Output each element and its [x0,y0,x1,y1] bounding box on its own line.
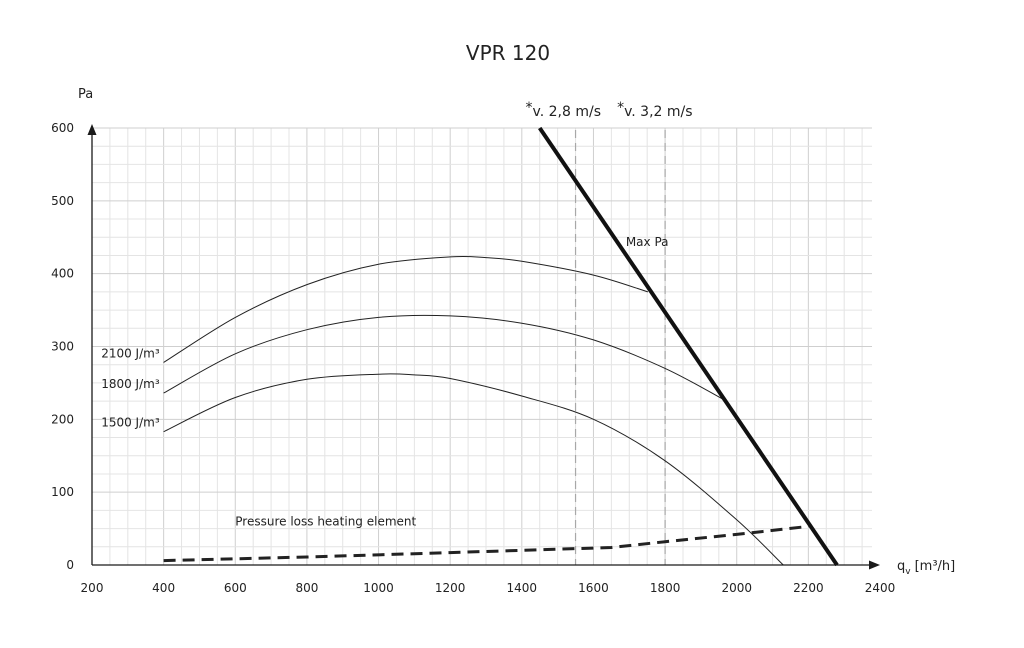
fan-curve-1500 [163,373,784,566]
reference-lines [574,130,666,565]
fan-curve-2100 [163,255,649,363]
x-tick-label: 200 [81,581,104,595]
y-tick-label: 400 [51,267,74,281]
y-axis-arrow [87,124,97,135]
y-tick-label: 100 [51,485,74,499]
velocity-text: v. 3,2 m/s [624,104,692,120]
x-tick-labels: 200 400 600 800 1000 1200 1400 1600 1800 2000 2200… [81,581,896,595]
x-axis-label-main: q [897,559,905,574]
x-axis-arrow [869,560,880,570]
series-label: 1800 J/m³ [101,377,160,391]
y-tick-label: 0 [66,558,74,572]
y-tick-label: 600 [51,121,74,135]
series-group [163,126,839,567]
x-tick-label: 1600 [578,581,609,595]
x-tick-label: 2400 [865,581,896,595]
x-tick-label: 1400 [507,581,538,595]
x-tick-label: 600 [224,581,247,595]
y-axis-label: Pa [78,87,93,102]
x-axis-label-sub: v [905,567,911,577]
fan-curve-1800 [163,314,723,400]
series-label: 1500 J/m³ [101,416,160,430]
max-pa-line [538,126,839,567]
x-tick-label: 1000 [363,581,394,595]
x-axis-label: qv [m³/h] [897,559,955,577]
y-tick-label: 300 [51,340,74,354]
velocity-asterisk: * [617,100,624,116]
grid [92,127,872,565]
y-tick-label: 500 [51,194,74,208]
y-tick-labels: 0 100 200 300 400 500 600 [51,121,74,572]
y-tick-label: 200 [51,412,74,426]
x-axis-label-unit: [m³/h] [915,559,956,574]
chart-title: VPR 120 [466,41,550,65]
series-label: 2100 J/m³ [101,347,160,361]
velocity-text: v. 2,8 m/s [533,104,601,120]
pressure-loss-heating-line [163,524,809,563]
x-tick-label: 1200 [435,581,466,595]
x-tick-label: 2200 [793,581,824,595]
velocity-label: *v. 3,2 m/s [617,100,692,120]
velocity-label: *v. 2,8 m/s [526,100,601,120]
max-pa-label: Max Pa [626,235,669,249]
series-labels: 2100 J/m³ 1800 J/m³ 1500 J/m³ Pressure loss… [101,100,692,529]
pressure-loss-label: Pressure loss heating element [235,515,416,529]
x-tick-label: 1800 [650,581,681,595]
velocity-asterisk: * [526,100,533,116]
axes [87,124,880,570]
x-tick-label: 800 [295,581,318,595]
x-tick-label: 2000 [721,581,752,595]
x-tick-label: 400 [152,581,175,595]
